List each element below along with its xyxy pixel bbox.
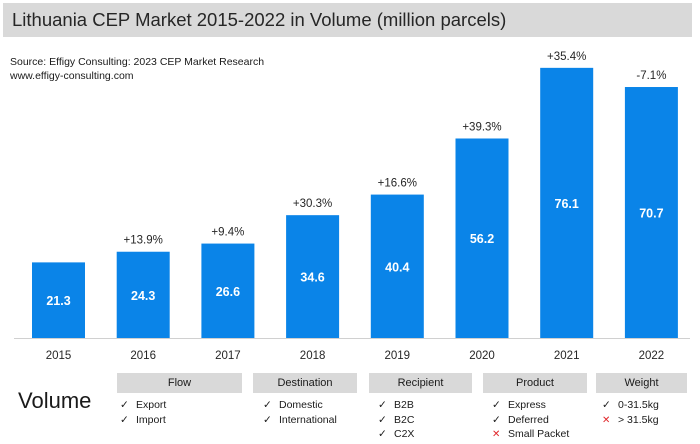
source-url: www.effigy-consulting.com	[10, 70, 134, 82]
segment-item-label: B2B	[394, 399, 414, 411]
check-icon: ✓	[492, 399, 501, 411]
segment-item: ✓ Deferred	[492, 413, 569, 428]
x-tick-label: 2015	[46, 350, 72, 362]
check-icon: ✓	[120, 399, 129, 411]
segment-header-product: Product	[483, 373, 587, 393]
bar-2022	[624, 87, 678, 338]
growth-label: +13.9%	[124, 235, 163, 247]
segment-items-recipient: ✓ B2B ✓ B2C ✓ C2X	[378, 398, 414, 442]
data-label: 76.1	[555, 197, 579, 211]
cross-icon: ✕	[602, 414, 611, 426]
segment-item: ✓ 0-31.5kg	[602, 398, 659, 413]
check-icon: ✓	[120, 413, 129, 426]
growth-label: +39.3%	[462, 121, 501, 133]
segment-header-weight: Weight	[596, 373, 687, 393]
check-icon: ✓	[263, 413, 272, 426]
segment-item: ✕ Small Packet	[492, 427, 569, 443]
check-icon: ✓	[263, 399, 272, 411]
cross-icon: ✕	[492, 429, 501, 440]
x-tick-label: 2017	[215, 350, 241, 362]
segment-item: ✕ > 31.5kg	[602, 413, 659, 429]
bar-2015	[32, 262, 85, 338]
segment-item: ✓ C2X	[378, 427, 414, 442]
segment-items-flow: ✓ Export ✓ Import	[120, 398, 166, 427]
data-label: 56.2	[470, 232, 494, 246]
bar-2017	[201, 243, 255, 338]
bar-chart: 21.3 2015 24.3 +13.9% 2016 26.6 +9.4% 2017 34.6 +…	[14, 51, 690, 362]
segment-item-label: Deferred	[508, 413, 549, 426]
bar-2018	[286, 215, 340, 338]
x-tick-label: 2021	[554, 350, 580, 362]
growth-label: +9.4%	[211, 227, 244, 239]
data-label: 40.4	[385, 260, 409, 274]
x-tick-label: 2022	[639, 350, 665, 362]
segment-item: ✓ B2C	[378, 413, 414, 428]
segment-item: ✓ Export	[120, 398, 166, 413]
check-icon: ✓	[378, 428, 387, 440]
x-tick-label: 2019	[385, 350, 411, 362]
segment-items-product: ✓ Express ✓ Deferred ✕ Small Packet	[492, 398, 569, 443]
segment-item-label: C2X	[394, 428, 415, 440]
segment-item-label: Small Packet	[508, 428, 570, 440]
segment-item-label: Import	[136, 413, 166, 426]
segment-item: ✓ Domestic	[263, 398, 337, 413]
bar-2021	[540, 67, 594, 338]
x-tick-label: 2016	[130, 350, 156, 362]
x-tick-label: 2018	[300, 350, 326, 362]
check-icon: ✓	[378, 399, 387, 411]
bar-2020	[455, 138, 509, 338]
segment-header-flow: Flow	[117, 373, 242, 393]
bar-2019	[370, 194, 424, 338]
check-icon: ✓	[378, 413, 387, 426]
growth-label: +35.4%	[547, 51, 586, 63]
segment-items-weight: ✓ 0-31.5kg ✕ > 31.5kg	[602, 398, 659, 428]
growth-label: +16.6%	[378, 178, 417, 190]
segment-header-recipient: Recipient	[369, 373, 472, 393]
segment-items-destination: ✓ Domestic ✓ International	[263, 398, 337, 427]
volume-label: Volume	[18, 388, 92, 413]
data-label: 70.7	[639, 207, 663, 221]
segment-item: ✓ International	[263, 413, 337, 428]
segment-item-label: > 31.5kg	[618, 413, 659, 426]
chart-title: Lithuania CEP Market 2015-2022 in Volume…	[3, 3, 692, 37]
segment-item-label: International	[279, 413, 337, 426]
growth-label: -7.1%	[636, 70, 666, 82]
source-line: Source: Effigy Consulting: 2023 CEP Mark…	[10, 56, 265, 68]
segment-item-label: Export	[136, 399, 167, 411]
segment-item: ✓ Import	[120, 413, 166, 428]
data-label: 21.3	[46, 294, 70, 308]
segment-item-label: B2C	[394, 413, 415, 426]
data-label: 34.6	[300, 271, 324, 285]
growth-label: +30.3%	[293, 198, 332, 210]
segment-header-destination: Destination	[253, 373, 357, 393]
bar-2016	[116, 251, 170, 338]
data-label: 26.6	[216, 285, 240, 299]
check-icon: ✓	[492, 413, 501, 426]
segment-item-label: Domestic	[279, 399, 323, 411]
check-icon: ✓	[602, 399, 611, 411]
segment-item-label: Express	[508, 399, 546, 411]
source-note: Source: Effigy Consulting: 2023 CEP Mark…	[10, 55, 264, 83]
segment-item: ✓ B2B	[378, 398, 414, 413]
x-tick-label: 2020	[469, 350, 495, 362]
segment-item-label: 0-31.5kg	[618, 399, 659, 411]
data-label: 24.3	[131, 289, 155, 303]
segment-item: ✓ Express	[492, 398, 569, 413]
